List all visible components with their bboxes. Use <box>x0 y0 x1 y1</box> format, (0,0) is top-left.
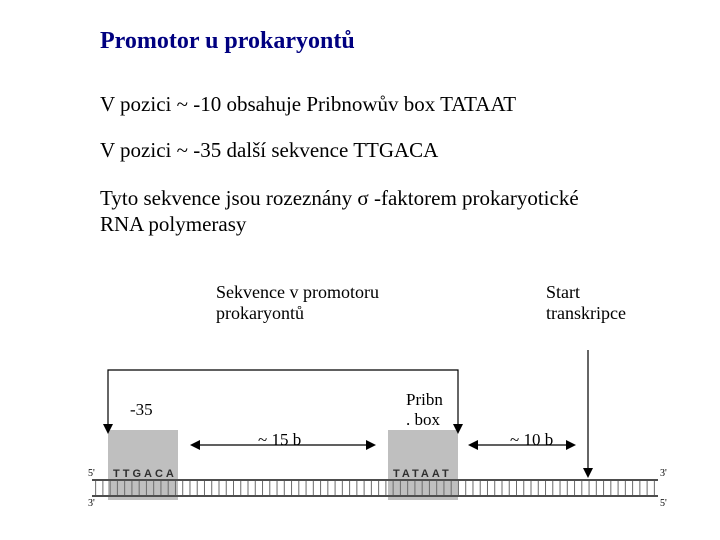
end-3prime-bot: 3' <box>88 498 95 509</box>
promoter-diagram: Sekvence v promotoru prokaryontů Start t… <box>98 330 658 530</box>
body-line-2: V pozici ~ -35 další sekvence TTGACA <box>100 138 438 163</box>
end-5prime-top: 5' <box>88 468 95 479</box>
end-5prime-bot: 5' <box>660 498 667 509</box>
body-line-1: V pozici ~ -10 obsahuje Pribnowův box TA… <box>100 92 516 117</box>
seq-pribnow: TATAAT <box>393 468 452 480</box>
diagram-svg <box>88 330 668 530</box>
start-label-line2: transkripce <box>546 303 626 324</box>
body-line-3: Tyto sekvence jsou rozeznány σ -faktorem… <box>100 186 579 211</box>
body-line-4: RNA polymerasy <box>100 212 246 237</box>
promoter-label-line1: Sekvence v promotoru <box>216 282 379 303</box>
promoter-label-line2: prokaryontů <box>216 303 379 324</box>
start-transcription-label: Start transkripce <box>546 282 626 324</box>
seq-minus35: TTGACA <box>113 468 177 480</box>
start-label-line1: Start <box>546 282 626 303</box>
promoter-sequences-label: Sekvence v promotoru prokaryontů <box>216 282 379 324</box>
page-title: Promotor u prokaryontů <box>100 28 355 55</box>
end-3prime-top: 3' <box>660 468 667 479</box>
